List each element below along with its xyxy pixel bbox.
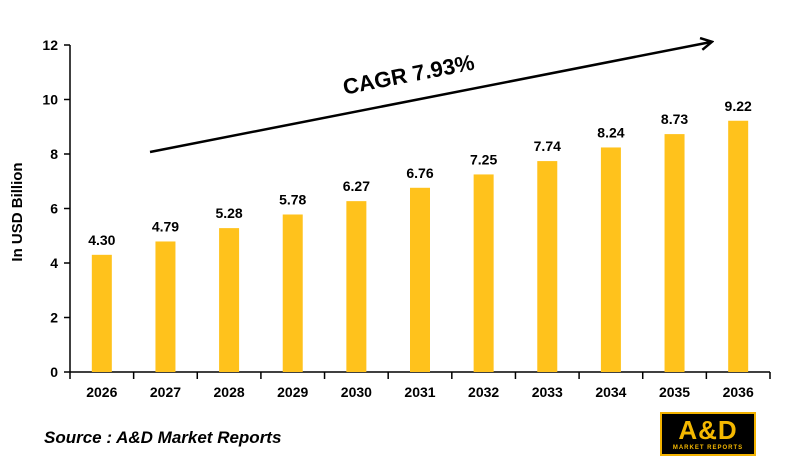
data-label: 6.27 [343, 178, 370, 194]
x-tick-label: 2033 [532, 384, 563, 400]
data-label: 8.24 [597, 124, 624, 140]
bar [155, 241, 176, 372]
x-axis-ticks: 2026 2027 2028 2029 2030 2031 2032 2033 2034 2035… [69, 372, 771, 400]
x-tick-label: 2031 [404, 384, 435, 400]
data-label: 9.22 [725, 98, 752, 114]
y-tick-label: 12 [42, 37, 58, 53]
data-label: 7.74 [534, 138, 561, 154]
y-axis-title: In USD Billion [9, 162, 26, 261]
data-label: 6.76 [406, 165, 433, 181]
cagr-arrow [149, 42, 711, 154]
x-tick-label: 2026 [86, 384, 117, 400]
y-axis-ticks: 0 2 4 6 8 10 12 [42, 37, 70, 380]
y-tick-label: 10 [42, 92, 58, 108]
bar [600, 147, 621, 372]
x-tick-label: 2034 [595, 384, 626, 400]
bars: 4.30 4.79 5.28 5.78 6.27 6.76 7.25 7.74 8.24 8.73… [88, 98, 752, 372]
x-tick-label: 2030 [341, 384, 372, 400]
x-tick-label: 2029 [277, 384, 308, 400]
company-logo: A&D MARKET REPORTS [660, 412, 756, 456]
data-label: 5.28 [215, 205, 242, 221]
x-tick-label: 2027 [150, 384, 181, 400]
bar [91, 254, 112, 372]
x-tick-label: 2032 [468, 384, 499, 400]
x-tick-label: 2036 [723, 384, 754, 400]
y-tick-label: 0 [50, 364, 58, 380]
y-tick-label: 6 [50, 201, 58, 217]
data-label: 4.30 [88, 232, 115, 248]
y-tick-label: 8 [50, 146, 58, 162]
bar [473, 174, 494, 372]
data-label: 4.79 [152, 218, 179, 234]
source-note: Source : A&D Market Reports [44, 428, 282, 447]
data-label: 7.25 [470, 151, 497, 167]
bar [410, 187, 430, 372]
x-tick-label: 2035 [659, 384, 690, 400]
logo-main-text: A&D [678, 415, 738, 445]
data-label: 8.73 [661, 111, 688, 127]
bar [728, 120, 749, 372]
bar [537, 161, 558, 372]
bar [282, 214, 303, 372]
data-label: 5.78 [279, 191, 306, 207]
bar [346, 201, 367, 372]
bar [664, 134, 685, 372]
logo-sub-text: MARKET REPORTS [672, 445, 744, 451]
y-tick-label: 2 [50, 310, 58, 326]
y-tick-label: 4 [50, 255, 58, 271]
bar [219, 228, 240, 372]
x-tick-label: 2028 [214, 384, 245, 400]
